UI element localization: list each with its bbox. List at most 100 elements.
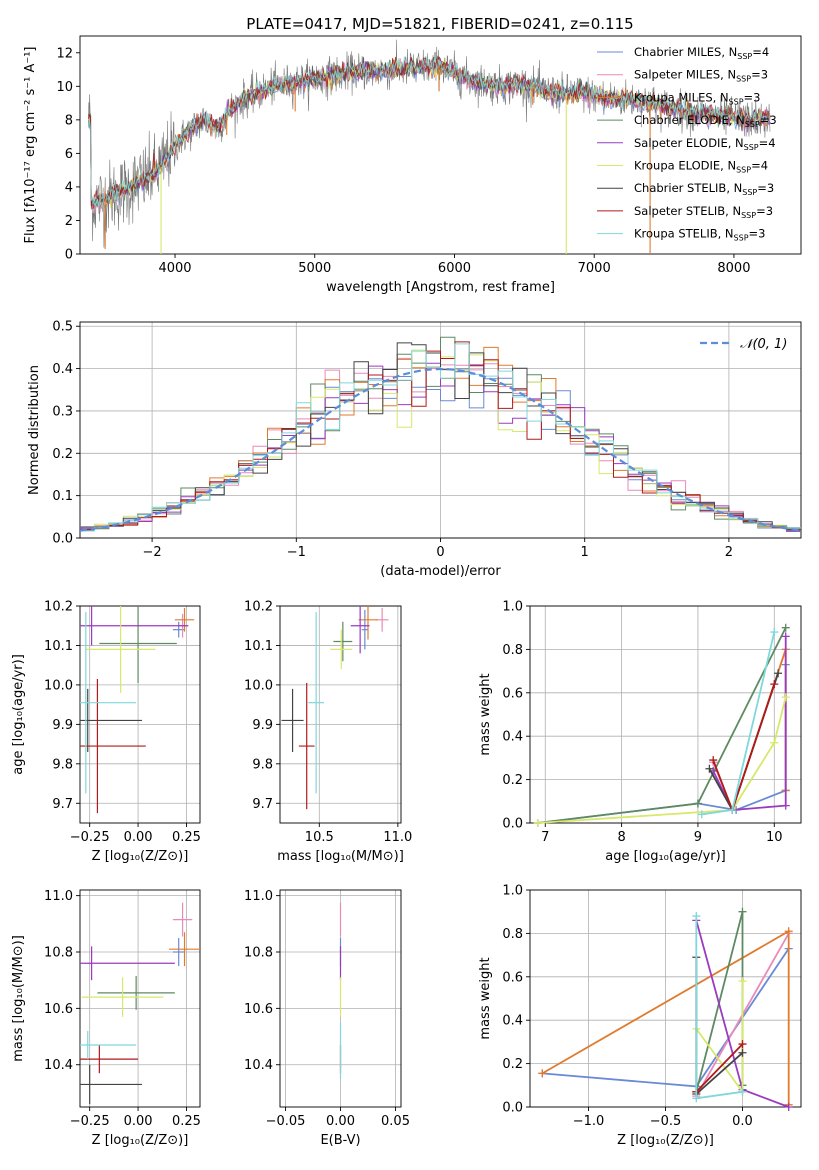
y-tick-label: 0 [65, 248, 73, 263]
y-tick-label: 0.2 [502, 773, 523, 788]
y-tick-label: 0.5 [52, 320, 73, 335]
errorbar-point [350, 606, 370, 654]
errorbar-point [169, 932, 200, 967]
x-tick-label: 10.5 [305, 830, 334, 845]
y-axis-label: Flux [fλ10⁻¹⁷ erg cm⁻² s⁻¹ A⁻¹] [23, 47, 38, 244]
x-tick-label: 0.00 [124, 1114, 153, 1129]
mass-weight-marker [774, 669, 783, 678]
spectrum-lines [88, 39, 771, 254]
legend-label-text: Kroupa STELIB, N [634, 227, 734, 241]
legend-entry: Salpeter ELODIE, NSSP=4 [634, 136, 776, 152]
mass-weight-marker [709, 756, 718, 765]
x-tick-label: −1 [287, 545, 306, 560]
y-tick-label: 0.0 [502, 817, 523, 832]
y-tick-label: 11.0 [244, 889, 273, 904]
legend-entry: Chabrier STELIB, NSSP=3 [634, 181, 774, 197]
y-tick-label: 10.2 [244, 600, 273, 615]
age_vs_Z-axes [80, 605, 200, 823]
errorbar-layer [80, 606, 195, 814]
errorbar-point [80, 688, 142, 752]
mass-weight-marker [784, 927, 793, 936]
mass-weight-marker [781, 801, 790, 810]
y-tick-label: 9.9 [52, 718, 73, 733]
age_vs_mass-frame [279, 605, 402, 824]
y-tick-label: 10.8 [244, 946, 273, 961]
mass-weight-marker [770, 628, 779, 637]
y-tick-label: 9.7 [52, 797, 73, 812]
x-tick-label: 10 [766, 830, 783, 845]
errorbar-point [172, 902, 193, 937]
mass-weight-line [537, 696, 787, 824]
y-tick-label: 9.8 [252, 757, 273, 772]
x-tick-label: −0.05 [266, 1114, 306, 1129]
x-tick-label: 5000 [298, 261, 331, 276]
y-tick-label: 9.8 [52, 757, 73, 772]
legend-label-sub: SSP [734, 234, 749, 243]
spectrum-model-line [88, 56, 771, 207]
x-tick-label: −0.5 [650, 1114, 682, 1129]
x-tick-label: −0.25 [70, 830, 110, 845]
errorbar-point [281, 688, 304, 752]
legend-label-sub: SSP [741, 211, 756, 220]
legend-label-tail: =3 [751, 68, 768, 82]
y-axis-label: Normed distribution [27, 365, 42, 495]
errorbar-point [81, 977, 164, 1017]
y-axis-label: mass [log₁₀(M/M⊙)] [11, 935, 26, 1062]
y-tick-label: 10.6 [244, 1002, 273, 1017]
x-tick-label: 1 [581, 545, 589, 560]
errorbar-point [80, 678, 146, 814]
y-tick-label: 10.2 [44, 600, 73, 615]
legend-label-tail: =4 [752, 45, 769, 59]
mass_vs_Z-frame [79, 889, 201, 1108]
legend-entry: Salpeter MILES, NSSP=3 [634, 68, 768, 84]
y-tick-label: 0.0 [52, 532, 73, 547]
x-tick-label: 0.00 [124, 830, 153, 845]
mass-weight-marker [738, 1040, 747, 1049]
y-tick-label: 0.1 [52, 489, 73, 504]
errorbar-point [80, 611, 137, 794]
legend-label-sub: SSP [729, 97, 744, 106]
y-axis-label: age [log₁₀(age/yr)] [11, 654, 26, 775]
errorbar-point [80, 1045, 139, 1074]
x-tick-label: 8 [617, 830, 625, 845]
legend-label-text: Salpeter ELODIE, N [634, 136, 744, 150]
x-tick-label: 0.25 [172, 830, 201, 845]
legend-label-sub: SSP [737, 52, 752, 61]
x-tick-label: 0.0 [732, 1114, 753, 1129]
legend-label-text: Salpeter STELIB, N [634, 204, 741, 218]
errorbar-point [361, 609, 368, 650]
y-tick-label: 0.0 [502, 1101, 523, 1116]
x-tick-label: 7 [541, 830, 549, 845]
legend-entry: Kroupa STELIB, NSSP=3 [634, 227, 765, 243]
y-tick-label: 10 [56, 80, 73, 95]
y-tick-label: 0.8 [502, 643, 523, 658]
mass-weight-line [712, 636, 787, 811]
mass-weight-marker [533, 819, 542, 827]
y-tick-label: 0.4 [52, 362, 73, 377]
errorbar-point [85, 606, 156, 693]
y-tick-label: 9.9 [252, 718, 273, 733]
legend-label-text: Salpeter MILES, N [634, 68, 736, 82]
legend-label-sub: SSP [736, 166, 751, 175]
legend-label-sub: SSP [745, 120, 760, 129]
legend-label-sub: SSP [742, 188, 757, 197]
errorbar-point [80, 606, 189, 646]
massweight_vs_age-axes [530, 605, 801, 824]
errorbar-point [97, 975, 175, 1010]
errorbar-point [172, 937, 185, 967]
y-tick-label: 10.1 [244, 639, 273, 654]
x-tick-label: 0.05 [381, 1114, 410, 1129]
mass-weight-marker [770, 680, 779, 689]
mass-weight-marker [692, 1094, 701, 1103]
x-tick-label: −2 [143, 545, 162, 560]
y-tick-label: 10.0 [44, 678, 73, 693]
errorbar-point [174, 607, 195, 632]
y-tick-label: 0.4 [502, 730, 523, 745]
x-tick-label: −0.25 [70, 1114, 110, 1129]
mass-weight-marker [738, 977, 747, 986]
y-tick-label: 11.0 [44, 889, 73, 904]
mass_vs_Z-axes [80, 890, 200, 1107]
mass-weight-marker [781, 693, 790, 702]
x-axis-label: Z [log₁₀(Z/Z⊙)] [617, 1133, 714, 1148]
mass-weight-marker [781, 623, 790, 632]
